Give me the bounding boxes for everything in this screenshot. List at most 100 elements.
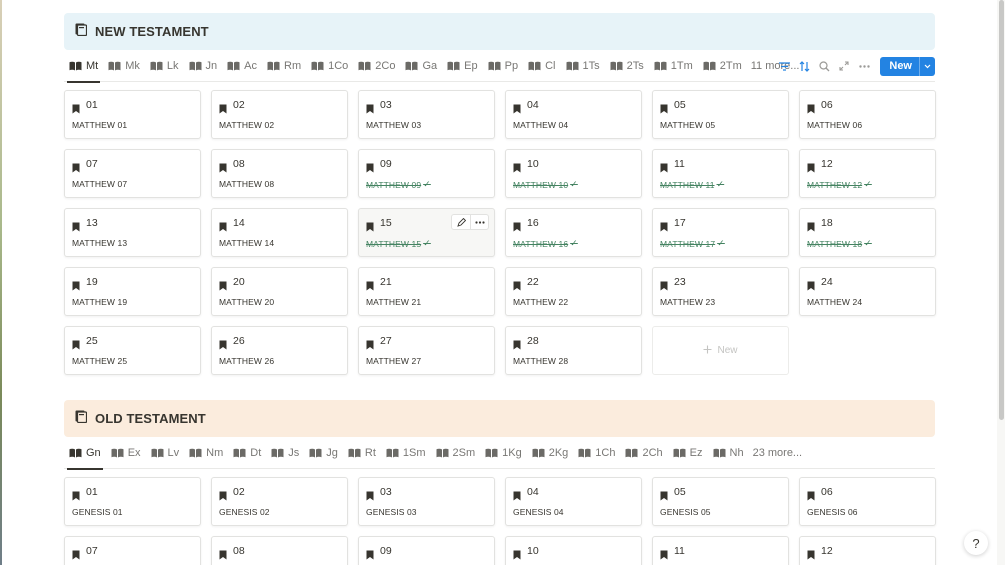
tab-1tm[interactable]: 1Tm (649, 50, 698, 82)
chapter-number: 26 (233, 335, 245, 347)
chapter-card[interactable]: 03 GENESIS 03 (358, 477, 495, 526)
tab-1ch[interactable]: 1Ch (573, 437, 620, 469)
bookmark-icon (513, 160, 521, 172)
chapter-card[interactable]: 13 MATTHEW 13 (64, 208, 201, 257)
chapter-card[interactable]: 18 MATTHEW 18 ✓ (799, 208, 936, 257)
chapter-card[interactable]: 17 MATTHEW 17 ✓ (652, 208, 789, 257)
more-tabs-link[interactable]: 23 more... (752, 446, 803, 459)
more-icon[interactable] (854, 56, 874, 76)
sort-icon[interactable] (794, 56, 814, 76)
chapter-card[interactable]: 23 MATTHEW 23 (652, 267, 789, 316)
more-icon[interactable] (470, 215, 488, 229)
tab-label: Jn (205, 59, 218, 72)
tab-js[interactable]: Js (266, 437, 304, 469)
scrollbar[interactable] (997, 0, 1005, 565)
chevron-down-icon[interactable] (919, 56, 935, 76)
chapter-card[interactable]: 06 GENESIS 06 (799, 477, 936, 526)
chapter-card[interactable]: 04 GENESIS 04 (505, 477, 642, 526)
tab-gn[interactable]: Gn (64, 437, 106, 470)
chapter-card[interactable]: 15 MATTHEW 15 ✓ (358, 208, 495, 257)
search-icon[interactable] (814, 56, 834, 76)
chapter-card[interactable]: 11 (652, 536, 789, 565)
chapter-card[interactable]: 04 MATTHEW 04 (505, 90, 642, 139)
chapter-card[interactable]: 06 MATTHEW 06 (799, 90, 936, 139)
tab-ga[interactable]: Ga (400, 50, 442, 82)
chapter-card[interactable]: 03 MATTHEW 03 (358, 90, 495, 139)
chapter-card[interactable]: 21 MATTHEW 21 (358, 267, 495, 316)
chapter-card[interactable]: 28 MATTHEW 28 (505, 326, 642, 375)
chapter-card[interactable]: 02 MATTHEW 02 (211, 90, 348, 139)
expand-icon[interactable] (834, 56, 854, 76)
checkmark-icon: ✓ (570, 179, 578, 189)
tab-label: Rm (284, 59, 302, 72)
chapter-card[interactable]: 22 MATTHEW 22 (505, 267, 642, 316)
tab-ez[interactable]: Ez (668, 437, 708, 469)
tab-2ts[interactable]: 2Ts (605, 50, 649, 82)
chapter-card[interactable]: 07 (64, 536, 201, 565)
scrollbar-thumb[interactable] (999, 0, 1004, 420)
chapter-card[interactable]: 14 MATTHEW 14 (211, 208, 348, 257)
new-button[interactable]: New (880, 56, 935, 76)
tab-2tm[interactable]: 2Tm (698, 50, 747, 82)
chapter-card[interactable]: 12 MATTHEW 12 ✓ (799, 149, 936, 198)
tab-2kg[interactable]: 2Kg (527, 437, 574, 469)
tab-1sm[interactable]: 1Sm (381, 437, 431, 469)
tab-nm[interactable]: Nm (184, 437, 228, 469)
new-card-button[interactable]: New (652, 326, 789, 375)
tab-dt[interactable]: Dt (228, 437, 266, 469)
tab-pp[interactable]: Pp (483, 50, 523, 82)
chapter-card[interactable]: 05 MATTHEW 05 (652, 90, 789, 139)
chapter-number: 17 (674, 217, 686, 229)
tab-1kg[interactable]: 1Kg (480, 437, 527, 469)
chapter-number: 09 (380, 545, 392, 557)
tab-jn[interactable]: Jn (184, 50, 223, 82)
tab-nh[interactable]: Nh (708, 437, 749, 469)
tab-1co[interactable]: 1Co (306, 50, 353, 82)
chapter-number: 20 (233, 276, 245, 288)
edit-icon[interactable] (452, 215, 470, 229)
chapter-card[interactable]: 20 MATTHEW 20 (211, 267, 348, 316)
help-button[interactable]: ? (964, 531, 988, 555)
tab-ex[interactable]: Ex (106, 437, 146, 469)
chapter-card[interactable]: 16 MATTHEW 16 ✓ (505, 208, 642, 257)
chapter-card[interactable]: 26 MATTHEW 26 (211, 326, 348, 375)
tab-cl[interactable]: Cl (523, 50, 560, 82)
tab-ac[interactable]: Ac (222, 50, 262, 82)
chapter-card[interactable]: 25 MATTHEW 25 (64, 326, 201, 375)
chapter-card[interactable]: 08 (211, 536, 348, 565)
chapter-card[interactable]: 01 GENESIS 01 (64, 477, 201, 526)
filter-icon[interactable] (774, 56, 794, 76)
chapter-title: MATTHEW 22 (513, 297, 569, 307)
chapter-card[interactable]: 10 (505, 536, 642, 565)
chapter-card[interactable]: 10 MATTHEW 10 ✓ (505, 149, 642, 198)
tab-2co[interactable]: 2Co (353, 50, 400, 82)
chapter-card[interactable]: 27 MATTHEW 27 (358, 326, 495, 375)
chapter-card[interactable]: 19 MATTHEW 19 (64, 267, 201, 316)
tab-lv[interactable]: Lv (146, 437, 185, 469)
tab-rt[interactable]: Rt (343, 437, 381, 469)
chapter-card[interactable]: 11 MATTHEW 11 ✓ (652, 149, 789, 198)
tab-rm[interactable]: Rm (262, 50, 306, 82)
chapter-card[interactable]: 09 MATTHEW 09 ✓ (358, 149, 495, 198)
tab-2ch[interactable]: 2Ch (620, 437, 667, 469)
old-testament-gallery: 01 GENESIS 01 02 GENESIS 02 03 GENESIS 03 04 GE… (64, 477, 936, 565)
tab-mt[interactable]: Mt (64, 50, 103, 83)
chapter-card[interactable]: 08 MATTHEW 08 (211, 149, 348, 198)
chapter-card[interactable]: 01 MATTHEW 01 (64, 90, 201, 139)
chapter-card[interactable]: 24 MATTHEW 24 (799, 267, 936, 316)
chapter-card[interactable]: 05 GENESIS 05 (652, 477, 789, 526)
tab-1ts[interactable]: 1Ts (561, 50, 605, 82)
chapter-number: 03 (380, 99, 392, 111)
tab-jg[interactable]: Jg (304, 437, 343, 469)
bookmark-icon (660, 278, 668, 290)
chapter-card[interactable]: 07 MATTHEW 07 (64, 149, 201, 198)
chapter-card[interactable]: 12 (799, 536, 936, 565)
tab-ep[interactable]: Ep (442, 50, 482, 82)
bookmark-icon (513, 488, 521, 500)
tab-lk[interactable]: Lk (145, 50, 184, 82)
tab-2sm[interactable]: 2Sm (431, 437, 481, 469)
chapter-card[interactable]: 09 (358, 536, 495, 565)
tab-mk[interactable]: Mk (103, 50, 145, 82)
chapter-card[interactable]: 02 GENESIS 02 (211, 477, 348, 526)
chapter-title: MATTHEW 06 (807, 120, 863, 130)
